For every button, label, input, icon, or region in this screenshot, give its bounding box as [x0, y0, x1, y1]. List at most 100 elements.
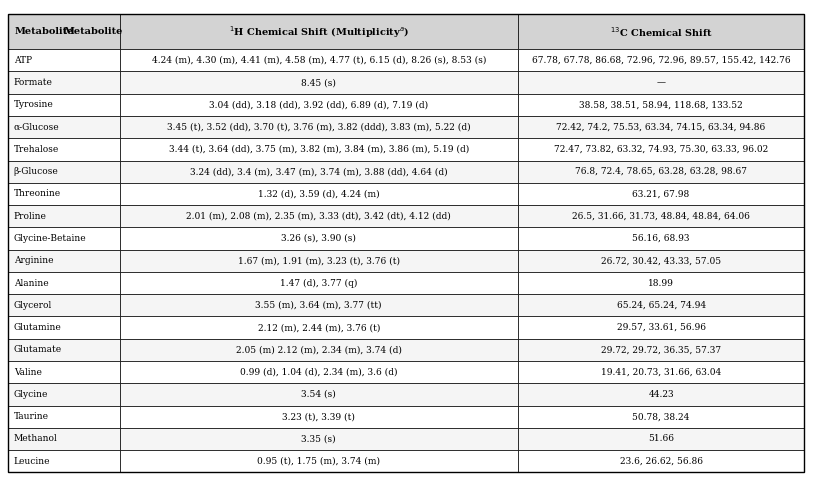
Text: Alanine: Alanine: [14, 279, 49, 288]
Text: 38.58, 38.51, 58.94, 118.68, 133.52: 38.58, 38.51, 58.94, 118.68, 133.52: [579, 100, 743, 109]
Text: 29.72, 29.72, 36.35, 57.37: 29.72, 29.72, 36.35, 57.37: [601, 346, 721, 354]
Bar: [119, 116, 518, 138]
Bar: [8, 450, 119, 472]
Text: Valine: Valine: [14, 368, 42, 376]
Text: 19.41, 20.73, 31.66, 63.04: 19.41, 20.73, 31.66, 63.04: [601, 368, 721, 376]
Text: Leucine: Leucine: [14, 457, 50, 466]
Bar: [8, 228, 119, 250]
Text: 29.57, 33.61, 56.96: 29.57, 33.61, 56.96: [616, 323, 705, 332]
Bar: [119, 14, 518, 49]
Bar: [518, 161, 804, 183]
Text: ATP: ATP: [14, 56, 32, 65]
Text: 76.8, 72.4, 78.65, 63.28, 63.28, 98.67: 76.8, 72.4, 78.65, 63.28, 63.28, 98.67: [575, 167, 747, 176]
Text: 2.01 (m), 2.08 (m), 2.35 (m), 3.33 (dt), 3.42 (dt), 4.12 (dd): 2.01 (m), 2.08 (m), 2.35 (m), 3.33 (dt),…: [186, 212, 451, 221]
Text: 51.66: 51.66: [649, 434, 674, 443]
Text: Methanol: Methanol: [14, 434, 58, 443]
Text: 1.67 (m), 1.91 (m), 3.23 (t), 3.76 (t): 1.67 (m), 1.91 (m), 3.23 (t), 3.76 (t): [238, 256, 400, 265]
Text: Glycine: Glycine: [14, 390, 49, 399]
Text: 2.05 (m) 2.12 (m), 2.34 (m), 3.74 (d): 2.05 (m) 2.12 (m), 2.34 (m), 3.74 (d): [235, 346, 402, 354]
Bar: [119, 94, 518, 116]
Bar: [8, 339, 119, 361]
Bar: [518, 339, 804, 361]
Bar: [518, 317, 804, 339]
Text: 50.78, 38.24: 50.78, 38.24: [632, 412, 690, 421]
Text: 44.23: 44.23: [649, 390, 674, 399]
Bar: [518, 361, 804, 383]
Text: 56.16, 68.93: 56.16, 68.93: [632, 234, 690, 243]
Text: Glutamine: Glutamine: [14, 323, 62, 332]
Bar: [8, 361, 119, 383]
Bar: [8, 183, 119, 205]
Text: 4.24 (m), 4.30 (m), 4.41 (m), 4.58 (m), 4.77 (t), 6.15 (d), 8.26 (s), 8.53 (s): 4.24 (m), 4.30 (m), 4.41 (m), 4.58 (m), …: [151, 56, 486, 65]
Bar: [8, 428, 119, 450]
Bar: [119, 138, 518, 161]
Bar: [119, 450, 518, 472]
Bar: [518, 94, 804, 116]
Text: Taurine: Taurine: [14, 412, 49, 421]
Text: 63.21, 67.98: 63.21, 67.98: [633, 189, 690, 199]
Text: 23.6, 26.62, 56.86: 23.6, 26.62, 56.86: [620, 457, 703, 466]
Bar: [518, 450, 804, 472]
Text: Glycine-Betaine: Glycine-Betaine: [14, 234, 86, 243]
Bar: [8, 205, 119, 228]
Bar: [518, 116, 804, 138]
Text: 3.45 (t), 3.52 (dd), 3.70 (t), 3.76 (m), 3.82 (ddd), 3.83 (m), 5.22 (d): 3.45 (t), 3.52 (dd), 3.70 (t), 3.76 (m),…: [167, 122, 471, 132]
Text: 3.24 (dd), 3.4 (m), 3.47 (m), 3.74 (m), 3.88 (dd), 4.64 (d): 3.24 (dd), 3.4 (m), 3.47 (m), 3.74 (m), …: [190, 167, 448, 176]
Bar: [119, 183, 518, 205]
Text: Tyrosine: Tyrosine: [14, 100, 53, 109]
Text: 3.44 (t), 3.64 (dd), 3.75 (m), 3.82 (m), 3.84 (m), 3.86 (m), 5.19 (d): 3.44 (t), 3.64 (dd), 3.75 (m), 3.82 (m),…: [169, 145, 469, 154]
Text: β-Glucose: β-Glucose: [14, 167, 58, 176]
Text: Glutamate: Glutamate: [14, 346, 62, 354]
Text: Threonine: Threonine: [14, 189, 61, 199]
Bar: [119, 383, 518, 405]
Text: Arginine: Arginine: [14, 256, 53, 265]
Bar: [518, 14, 804, 49]
Bar: [518, 294, 804, 317]
Text: $^{13}$C Chemical Shift: $^{13}$C Chemical Shift: [610, 25, 713, 39]
Text: $^{1}$H Chemical Shift (Multiplicity$^{a}$): $^{1}$H Chemical Shift (Multiplicity$^{a…: [229, 24, 409, 40]
Text: 26.72, 30.42, 43.33, 57.05: 26.72, 30.42, 43.33, 57.05: [601, 256, 721, 265]
Bar: [119, 272, 518, 294]
Text: 3.55 (m), 3.64 (m), 3.77 (tt): 3.55 (m), 3.64 (m), 3.77 (tt): [255, 301, 382, 310]
Bar: [119, 405, 518, 428]
Bar: [8, 71, 119, 94]
Text: 0.95 (t), 1.75 (m), 3.74 (m): 0.95 (t), 1.75 (m), 3.74 (m): [258, 457, 380, 466]
Text: Proline: Proline: [14, 212, 47, 221]
Bar: [119, 361, 518, 383]
Text: 3.35 (s): 3.35 (s): [301, 434, 336, 443]
Bar: [8, 94, 119, 116]
Bar: [8, 294, 119, 317]
Bar: [518, 205, 804, 228]
Bar: [518, 428, 804, 450]
Text: 3.54 (s): 3.54 (s): [301, 390, 336, 399]
Text: 65.24, 65.24, 74.94: 65.24, 65.24, 74.94: [616, 301, 705, 310]
Text: 26.5, 31.66, 31.73, 48.84, 48.84, 64.06: 26.5, 31.66, 31.73, 48.84, 48.84, 64.06: [572, 212, 750, 221]
Bar: [119, 71, 518, 94]
Bar: [518, 272, 804, 294]
Bar: [8, 116, 119, 138]
Bar: [518, 183, 804, 205]
Bar: [518, 383, 804, 405]
Text: 1.32 (d), 3.59 (d), 4.24 (m): 1.32 (d), 3.59 (d), 4.24 (m): [258, 189, 379, 199]
Text: 8.45 (s): 8.45 (s): [301, 78, 336, 87]
Text: Metabolite: Metabolite: [15, 27, 74, 36]
Text: 0.99 (d), 1.04 (d), 2.34 (m), 3.6 (d): 0.99 (d), 1.04 (d), 2.34 (m), 3.6 (d): [240, 368, 398, 376]
Text: Trehalose: Trehalose: [14, 145, 59, 154]
Bar: [518, 405, 804, 428]
Text: Glycerol: Glycerol: [14, 301, 52, 310]
Bar: [119, 317, 518, 339]
Text: 1.47 (d), 3.77 (q): 1.47 (d), 3.77 (q): [280, 279, 357, 288]
Text: 3.23 (t), 3.39 (t): 3.23 (t), 3.39 (t): [282, 412, 356, 421]
Text: 72.47, 73.82, 63.32, 74.93, 75.30, 63.33, 96.02: 72.47, 73.82, 63.32, 74.93, 75.30, 63.33…: [554, 145, 768, 154]
Bar: [518, 250, 804, 272]
Text: 2.12 (m), 2.44 (m), 3.76 (t): 2.12 (m), 2.44 (m), 3.76 (t): [258, 323, 380, 332]
Bar: [518, 228, 804, 250]
Bar: [518, 71, 804, 94]
Bar: [119, 205, 518, 228]
Text: 72.42, 74.2, 75.53, 63.34, 74.15, 63.34, 94.86: 72.42, 74.2, 75.53, 63.34, 74.15, 63.34,…: [556, 122, 765, 132]
Text: 3.04 (dd), 3.18 (dd), 3.92 (dd), 6.89 (d), 7.19 (d): 3.04 (dd), 3.18 (dd), 3.92 (dd), 6.89 (d…: [209, 100, 428, 109]
Text: 67.78, 67.78, 86.68, 72.96, 72.96, 89.57, 155.42, 142.76: 67.78, 67.78, 86.68, 72.96, 72.96, 89.57…: [532, 56, 790, 65]
Bar: [8, 317, 119, 339]
Bar: [8, 250, 119, 272]
Text: α-Glucose: α-Glucose: [14, 122, 59, 132]
